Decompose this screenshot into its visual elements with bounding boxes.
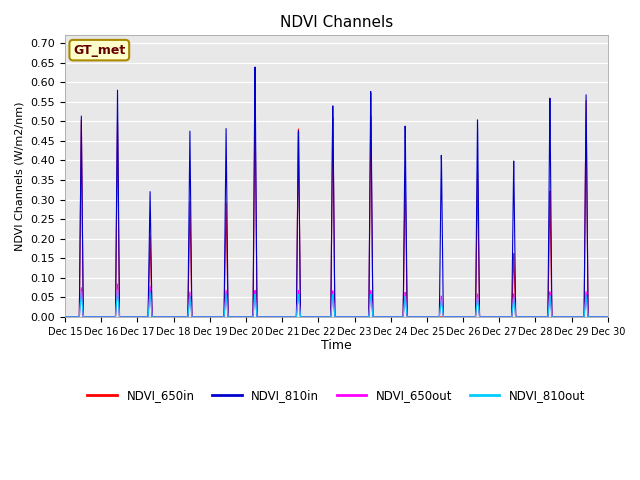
NDVI_810out — [269, 314, 277, 320]
Line: NDVI_810out: NDVI_810out — [65, 290, 608, 317]
Line: NDVI_650out: NDVI_650out — [65, 284, 608, 317]
NDVI_810out — [593, 314, 601, 320]
NDVI_810out — [604, 314, 612, 320]
NDVI_650out — [124, 314, 131, 320]
NDVI_810in — [156, 314, 163, 320]
Y-axis label: NDVI Channels (W/m2/nm): NDVI Channels (W/m2/nm) — [15, 101, 25, 251]
NDVI_650out — [593, 314, 601, 320]
NDVI_650in — [582, 98, 590, 104]
NDVI_810in — [252, 64, 259, 70]
NDVI_810in — [535, 314, 543, 320]
NDVI_650in — [269, 314, 277, 320]
Text: GT_met: GT_met — [73, 44, 125, 57]
NDVI_810out — [61, 314, 69, 320]
NDVI_810out — [114, 287, 122, 293]
NDVI_650out — [535, 314, 543, 320]
Title: NDVI Channels: NDVI Channels — [280, 15, 393, 30]
NDVI_810out — [156, 314, 163, 320]
NDVI_810in — [293, 271, 301, 277]
NDVI_650in — [535, 314, 543, 320]
NDVI_650in — [593, 314, 601, 320]
NDVI_650in — [156, 314, 163, 320]
NDVI_650out — [604, 314, 612, 320]
X-axis label: Time: Time — [321, 339, 352, 352]
NDVI_810out — [124, 314, 131, 320]
NDVI_810in — [61, 314, 69, 320]
NDVI_810in — [604, 314, 612, 320]
NDVI_810in — [123, 314, 131, 320]
Line: NDVI_810in: NDVI_810in — [65, 67, 608, 317]
NDVI_650in — [604, 314, 612, 320]
NDVI_650out — [156, 314, 163, 320]
Legend: NDVI_650in, NDVI_810in, NDVI_650out, NDVI_810out: NDVI_650in, NDVI_810in, NDVI_650out, NDV… — [83, 385, 590, 407]
NDVI_650out — [269, 314, 277, 320]
NDVI_650out — [61, 314, 69, 320]
NDVI_650in — [61, 314, 69, 320]
NDVI_650in — [293, 288, 301, 294]
NDVI_650out — [114, 281, 122, 287]
Line: NDVI_650in: NDVI_650in — [65, 101, 608, 317]
NDVI_810out — [535, 314, 543, 320]
NDVI_810out — [293, 309, 301, 315]
NDVI_650out — [293, 308, 301, 314]
NDVI_810in — [269, 314, 277, 320]
NDVI_810in — [593, 314, 601, 320]
NDVI_650in — [123, 314, 131, 320]
